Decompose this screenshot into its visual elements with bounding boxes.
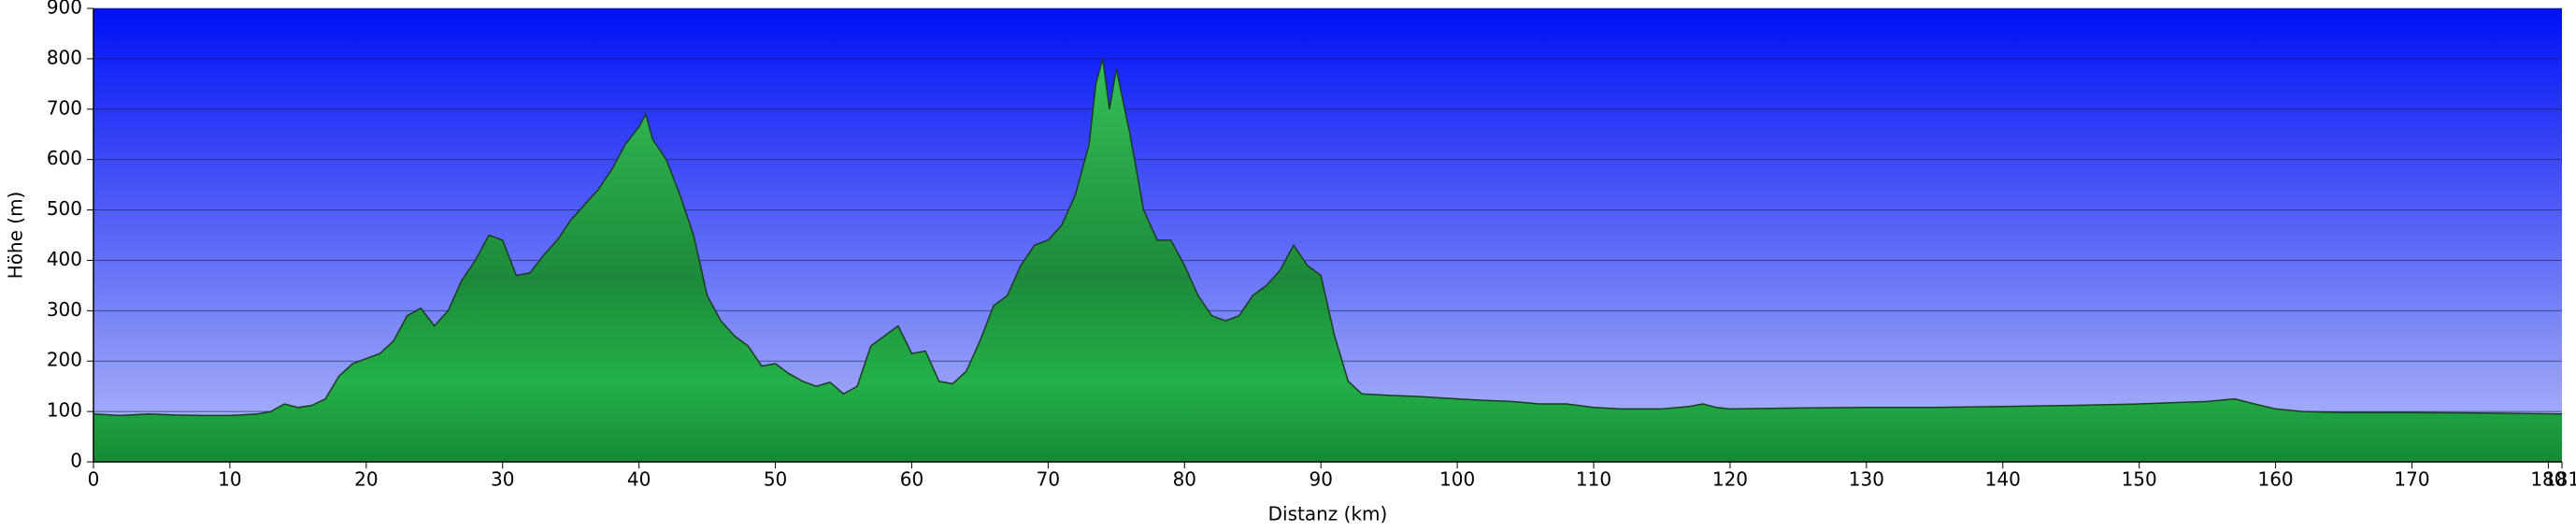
x-tick-label: 90 — [1309, 468, 1332, 491]
y-tick-label: 900 — [47, 0, 82, 19]
y-tick-label: 600 — [47, 147, 82, 169]
x-tick-label: 40 — [627, 468, 651, 491]
x-tick-label: 140 — [1985, 468, 2021, 491]
x-tick-label: 80 — [1173, 468, 1196, 491]
y-tick-label: 500 — [47, 197, 82, 220]
x-tick-label: 0 — [88, 468, 100, 491]
elevation-area — [93, 58, 2562, 463]
y-tick-label: 300 — [47, 298, 82, 321]
y-tick-label: 100 — [47, 399, 82, 422]
x-tick-label: 50 — [764, 468, 787, 491]
x-tick-label: 120 — [1712, 468, 1748, 491]
y-tick-label: 200 — [47, 349, 82, 371]
x-tick-label: 160 — [2257, 468, 2293, 491]
x-tick-label: 70 — [1037, 468, 1060, 491]
x-tick-label: 180 — [2530, 468, 2566, 491]
x-tick-label: 181 — [2544, 468, 2576, 491]
x-tick-label: 60 — [900, 468, 923, 491]
elevation-line — [93, 58, 2563, 417]
x-tick-label: 130 — [1849, 468, 1884, 491]
y-tick-label: 700 — [47, 96, 82, 119]
x-axis-label: Distanz (km) — [1268, 503, 1388, 525]
x-tick-label: 100 — [1439, 468, 1475, 491]
y-tick-label: 800 — [47, 46, 82, 68]
x-tick-label: 150 — [2122, 468, 2157, 491]
y-tick-label: 0 — [70, 450, 82, 472]
x-tick-label: 30 — [491, 468, 514, 491]
y-axis-label: Höhe (m) — [5, 192, 27, 280]
x-tick-label: 20 — [354, 468, 378, 491]
x-tick-label: 170 — [2394, 468, 2429, 491]
y-tick-label: 400 — [47, 248, 82, 270]
x-tick-label: 10 — [218, 468, 241, 491]
x-tick-label: 110 — [1576, 468, 1611, 491]
